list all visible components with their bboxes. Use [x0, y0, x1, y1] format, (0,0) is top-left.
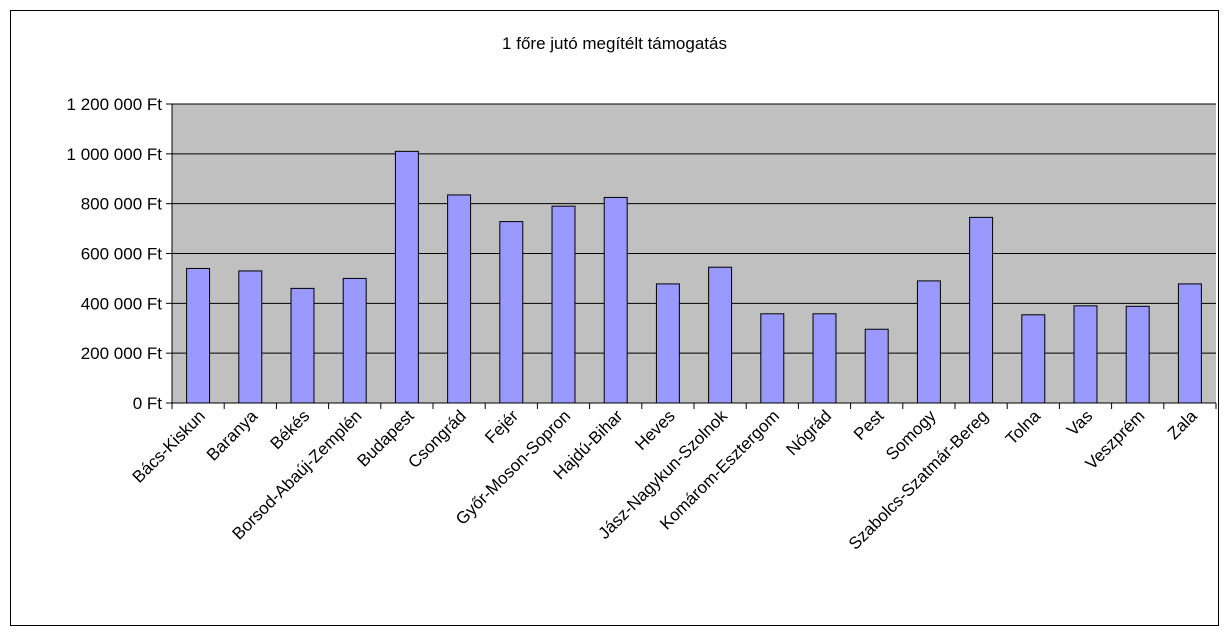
x-tick-label: Heves — [631, 406, 679, 454]
bar — [916, 280, 941, 404]
y-tick-label: 1 200 000 Ft — [67, 95, 163, 114]
bar — [551, 205, 576, 404]
bar — [447, 194, 472, 404]
y-tick-label: 0 Ft — [133, 394, 163, 413]
bar — [1021, 314, 1046, 404]
bar — [655, 283, 680, 404]
bar — [394, 150, 419, 404]
bar — [708, 266, 733, 404]
bar — [1177, 283, 1202, 404]
bar — [603, 196, 628, 404]
bar — [1125, 305, 1150, 404]
y-tick-label: 200 000 Ft — [81, 344, 163, 363]
bar — [186, 267, 211, 404]
y-tick-label: 600 000 Ft — [81, 245, 163, 264]
x-tick-label: Zala — [1164, 406, 1201, 443]
x-tick-label: Tolna — [1002, 406, 1045, 449]
bar — [499, 221, 524, 404]
bar — [290, 287, 315, 404]
x-tick-label: Baranya — [203, 406, 262, 465]
y-tick-label: 1 000 000 Ft — [67, 145, 163, 164]
bar — [1073, 305, 1098, 404]
bars — [186, 150, 1202, 404]
bar — [760, 313, 785, 404]
x-tick-label: Bács-Kiskun — [129, 406, 209, 486]
x-tick-label: Vas — [1063, 406, 1096, 439]
x-tick-label: Pest — [850, 406, 888, 444]
bar — [238, 270, 263, 404]
y-axis-ticks: 0 Ft 200 000 Ft 400 000 Ft 600 000 Ft 800 00… — [67, 95, 172, 413]
bar — [864, 328, 889, 404]
x-tick-label: Csongrád — [404, 406, 470, 472]
y-tick-label: 800 000 Ft — [81, 195, 163, 214]
bar — [812, 313, 837, 404]
chart-title: 1 főre jutó megítélt támogatás — [502, 34, 727, 53]
y-tick-label: 400 000 Ft — [81, 294, 163, 313]
x-tick-label: Fejér — [481, 406, 522, 447]
bar — [342, 277, 367, 404]
x-tick-label: Békés — [266, 406, 313, 453]
x-tick-label: Nógrád — [782, 406, 835, 459]
bar — [969, 216, 994, 404]
